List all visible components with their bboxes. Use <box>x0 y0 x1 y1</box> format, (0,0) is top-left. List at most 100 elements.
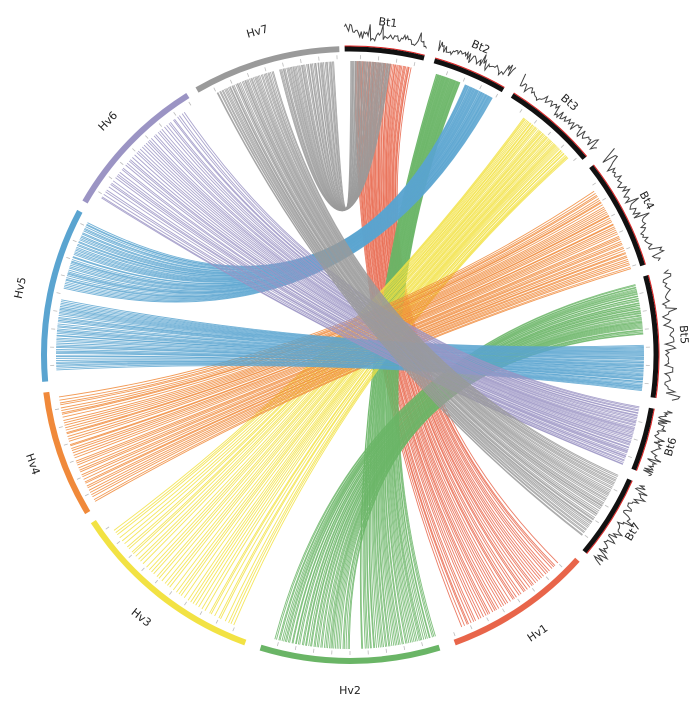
bt-edge <box>435 57 505 88</box>
ribbon-line <box>56 334 644 369</box>
tick <box>495 93 499 98</box>
tick <box>639 292 644 294</box>
tick <box>277 642 279 647</box>
ribbon-line <box>281 288 637 642</box>
tick <box>184 601 187 606</box>
ribbon-line <box>222 89 588 530</box>
hv-label: Hv5 <box>12 276 29 300</box>
tick <box>60 274 65 277</box>
tick <box>395 58 398 63</box>
tick <box>158 123 163 127</box>
ribbon-line <box>333 60 352 209</box>
ribbon-line <box>345 331 644 649</box>
ribbon-line <box>235 83 597 517</box>
ribbon-line <box>226 87 590 526</box>
tick <box>116 540 121 545</box>
tick <box>604 504 609 508</box>
ribbon-line <box>134 154 632 440</box>
ribbon-line <box>229 86 593 523</box>
ribbon-line <box>237 83 598 515</box>
bt-label: Bt2 <box>469 37 491 56</box>
tick <box>53 310 58 312</box>
hv-ideogram <box>453 557 580 646</box>
ribbon-line <box>224 154 566 622</box>
tick <box>63 443 68 446</box>
bt-ideogram <box>433 58 505 93</box>
ribbon-line <box>121 169 630 449</box>
ribbon-line <box>137 150 633 437</box>
hv-label: Hv7 <box>245 22 270 41</box>
ribbon-line <box>101 196 624 465</box>
ribbon-line <box>318 313 642 648</box>
ribbon-line <box>329 320 643 649</box>
ribbon-line <box>56 363 643 389</box>
tick <box>247 72 250 77</box>
density-track <box>602 148 666 262</box>
ribbon-line <box>110 183 626 458</box>
tick <box>626 247 631 250</box>
ribbon-line <box>308 306 641 647</box>
ribbon-line <box>224 88 589 529</box>
ribbon-line <box>58 313 644 355</box>
bt-ideogram <box>631 407 654 471</box>
tick <box>547 131 552 136</box>
ribbon-line <box>256 75 610 494</box>
ribbon-line <box>58 318 644 359</box>
ribbon-line <box>61 199 601 412</box>
ribbon-line <box>310 307 641 647</box>
tick <box>128 554 133 558</box>
ribbon-line <box>245 80 603 506</box>
ribbon-line <box>259 75 612 491</box>
tick <box>119 161 124 166</box>
tick <box>632 264 637 267</box>
ribbon-line <box>220 90 586 533</box>
ribbon-line <box>283 289 637 642</box>
bt-label: Bt3 <box>558 91 581 113</box>
ribbon-line <box>103 194 624 463</box>
density-track <box>438 40 517 77</box>
ribbon-line <box>56 359 643 386</box>
tick <box>470 625 473 630</box>
ribbon-line <box>56 331 644 367</box>
density-track <box>519 73 600 150</box>
tick <box>633 438 638 441</box>
ribbon-line <box>122 167 630 448</box>
ribbon-line <box>111 182 627 457</box>
ribbon-line <box>56 362 643 388</box>
tick <box>638 421 643 423</box>
ribbon-line <box>56 347 644 377</box>
tick <box>56 292 61 294</box>
ribbon-line <box>316 312 641 648</box>
ribbon-line <box>271 71 618 478</box>
tick <box>602 197 607 201</box>
ribbon-line <box>58 319 644 360</box>
tick <box>519 109 523 113</box>
tick <box>573 157 577 162</box>
ribbon-line <box>56 360 643 387</box>
tick <box>619 230 624 233</box>
tick <box>294 645 297 651</box>
tick <box>595 520 599 524</box>
ribbon-line <box>56 357 643 384</box>
bt-label: Bt1 <box>378 15 398 30</box>
ribbon-line <box>336 325 643 649</box>
tick <box>213 87 216 92</box>
density-track <box>593 485 648 566</box>
ribbon-line <box>295 297 639 644</box>
tick <box>592 182 596 186</box>
ribbon-line <box>333 323 643 649</box>
ribbon-line <box>252 77 608 498</box>
ribbon-line <box>65 211 608 429</box>
tick <box>300 59 302 64</box>
ribbon-line <box>56 364 643 390</box>
ribbon-line <box>56 350 644 379</box>
tick <box>531 588 536 592</box>
hv-ideogram <box>82 92 190 204</box>
tick <box>66 256 71 260</box>
tick <box>232 627 235 632</box>
ribbon-line <box>320 314 642 648</box>
tick <box>413 62 416 67</box>
ribbon-line <box>58 316 644 358</box>
tick <box>502 608 505 613</box>
